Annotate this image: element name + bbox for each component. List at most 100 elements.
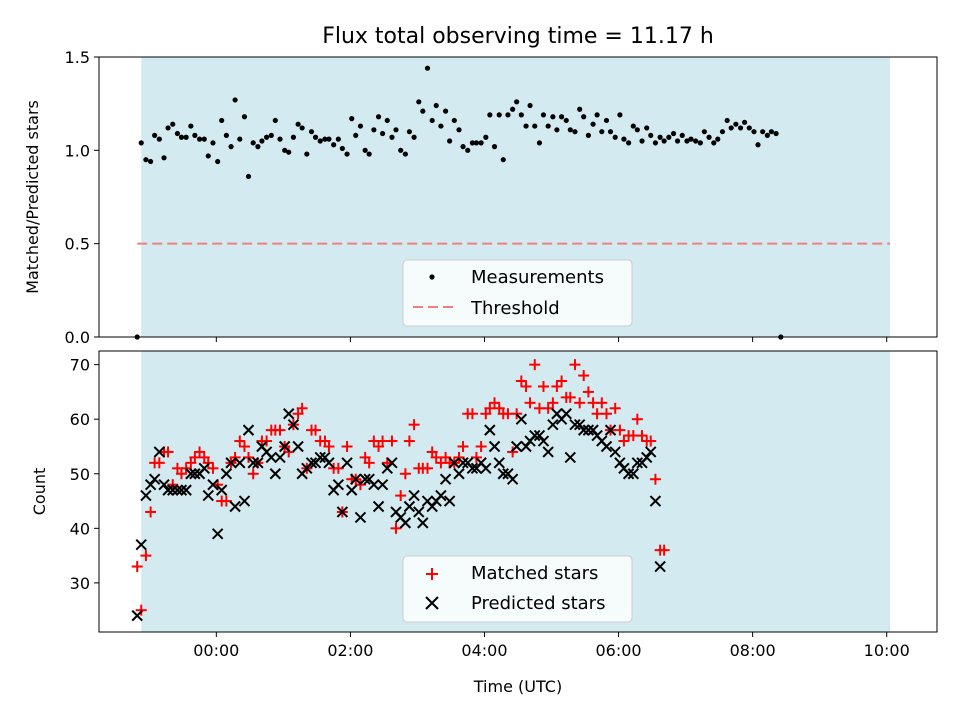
measurement-point xyxy=(384,117,390,124)
predicted-star-marker xyxy=(247,457,259,469)
measurement-point xyxy=(711,140,717,146)
measurement-point xyxy=(661,138,667,144)
predicted-star-marker xyxy=(332,478,345,491)
measurement-point xyxy=(634,127,640,133)
measurement-point xyxy=(585,132,591,138)
matched-star-marker xyxy=(220,495,232,507)
predicted-star-marker xyxy=(323,457,335,469)
measurement-point xyxy=(523,123,529,129)
predicted-star-marker xyxy=(435,489,447,502)
measurement-point xyxy=(170,121,176,127)
predicted-star-marker xyxy=(140,489,152,502)
measurement-point xyxy=(684,138,690,144)
measurement-point xyxy=(402,151,408,157)
matched-star-marker xyxy=(189,451,201,463)
predicted-star-marker xyxy=(622,468,635,480)
measurement-point xyxy=(259,138,265,144)
measurement-point xyxy=(599,129,605,135)
y-tick-label: 1.0 xyxy=(65,141,90,160)
predicted-star-marker xyxy=(158,478,170,491)
measurement-point xyxy=(317,138,323,144)
predicted-star-marker xyxy=(225,457,237,469)
predicted-star-marker xyxy=(234,457,246,469)
predicted-star-marker xyxy=(564,451,576,464)
measurement-point xyxy=(393,127,399,133)
predicted-star-marker xyxy=(413,506,425,518)
predicted-star-marker xyxy=(202,489,214,502)
measurement-point xyxy=(577,106,583,112)
y-tick-label: 0.5 xyxy=(65,235,90,254)
measurement-point xyxy=(746,125,752,131)
predicted-star-marker xyxy=(457,457,469,469)
measurement-point xyxy=(514,99,520,105)
matched-star-marker xyxy=(229,451,241,463)
predicted-star-marker xyxy=(604,424,617,436)
measurement-point xyxy=(237,136,243,142)
measurement-point xyxy=(590,121,596,127)
count-y-ticks: 30 40 50 60 70 xyxy=(70,356,99,593)
predicted-star-marker xyxy=(305,457,318,469)
measurement-point xyxy=(416,99,422,105)
measurement-point xyxy=(594,112,600,118)
measurement-point xyxy=(308,129,315,135)
measurement-point xyxy=(223,132,229,138)
measurement-point xyxy=(201,136,207,142)
matched-star-marker xyxy=(475,440,487,452)
predicted-star-marker xyxy=(439,473,452,485)
measurement-point xyxy=(737,125,744,131)
measurement-point xyxy=(188,123,194,129)
matched-star-marker xyxy=(547,397,559,409)
predicted-star-marker xyxy=(175,484,188,496)
matched-star-marker xyxy=(556,375,568,387)
predicted-star-marker xyxy=(207,478,219,491)
measurement-point xyxy=(500,157,506,163)
predicted-star-marker xyxy=(180,484,192,496)
predicted-star-marker xyxy=(560,408,572,420)
matched-star-marker xyxy=(135,604,147,616)
legend-matched-marker xyxy=(426,568,438,580)
matched-star-marker xyxy=(238,440,250,452)
predicted-star-marker xyxy=(448,457,461,469)
measurement-point xyxy=(607,129,614,135)
matched-star-marker xyxy=(386,435,398,447)
predicted-star-marker xyxy=(533,429,546,442)
legend-predicted-label: Predicted stars xyxy=(471,593,605,614)
measurement-point xyxy=(527,102,533,109)
measurement-point xyxy=(536,140,543,146)
measurement-point xyxy=(639,138,645,144)
x-tick-label: 04:00 xyxy=(461,641,507,660)
measurement-point xyxy=(161,155,167,161)
predicted-star-marker xyxy=(185,468,197,480)
predicted-star-marker xyxy=(547,418,559,431)
predicted-star-marker xyxy=(368,478,380,491)
measurement-point xyxy=(545,123,551,129)
measurement-point xyxy=(192,132,198,138)
matched-star-marker xyxy=(564,391,576,403)
matched-star-marker xyxy=(600,408,612,420)
matched-star-marker xyxy=(167,479,179,491)
predicted-star-marker xyxy=(386,457,398,469)
matched-star-marker xyxy=(511,408,523,420)
predicted-star-marker xyxy=(341,457,353,469)
measurement-point xyxy=(349,116,355,122)
measurement-point xyxy=(617,112,623,118)
measurement-point xyxy=(143,157,149,163)
matched-star-marker xyxy=(596,397,608,409)
predicted-star-marker xyxy=(520,440,532,453)
matched-star-marker xyxy=(242,451,254,463)
predicted-star-marker xyxy=(587,424,599,436)
measurement-point xyxy=(357,123,364,129)
matched-star-marker xyxy=(453,451,465,463)
measurement-point xyxy=(196,136,203,142)
measurement-point xyxy=(362,147,368,153)
matched-star-marker xyxy=(578,370,590,382)
matched-star-marker xyxy=(145,506,157,518)
measurement-point xyxy=(773,130,779,137)
measurement-point xyxy=(755,142,761,148)
matched-star-marker xyxy=(310,424,322,436)
matched-star-marker xyxy=(542,402,554,414)
matched-star-marker xyxy=(323,440,335,452)
measurement-point xyxy=(183,134,189,140)
measurement-point xyxy=(715,136,721,142)
y-tick-label: 1.5 xyxy=(65,48,90,67)
